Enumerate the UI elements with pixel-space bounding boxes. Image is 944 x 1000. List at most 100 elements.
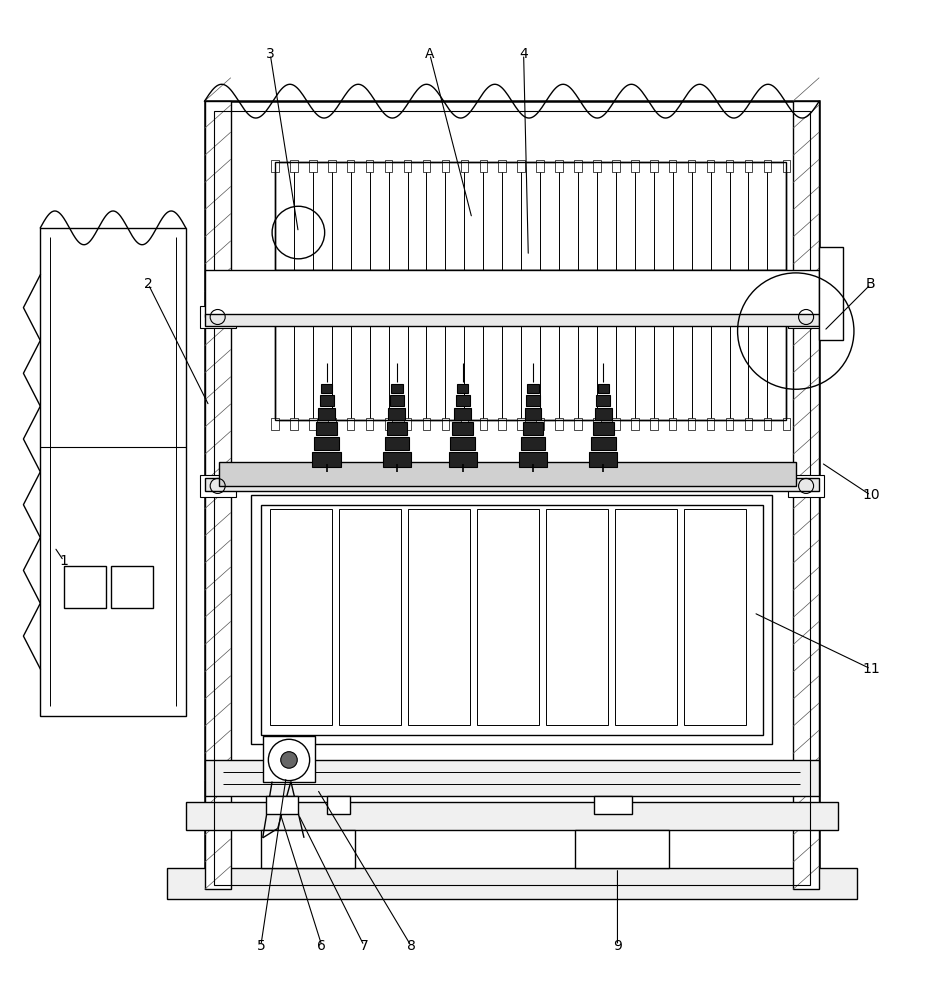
Bar [574, 418, 582, 430]
Bar [726, 418, 733, 430]
Bar [312, 452, 341, 467]
Bar [819, 247, 843, 340]
Bar [319, 395, 333, 406]
Bar [64, 566, 106, 608]
Bar [788, 475, 824, 497]
Bar [526, 395, 540, 406]
Bar [262, 736, 315, 782]
Bar [328, 160, 335, 172]
Bar [186, 802, 838, 830]
Bar [309, 160, 316, 172]
Bar [669, 418, 677, 430]
Bar [632, 418, 638, 430]
Text: 8: 8 [407, 939, 415, 953]
Text: 3: 3 [266, 47, 275, 61]
Bar [783, 418, 790, 430]
Bar [409, 509, 470, 725]
Bar [214, 111, 810, 885]
Bar [707, 418, 715, 430]
Bar [461, 160, 468, 172]
Bar [528, 384, 539, 393]
Bar [478, 509, 539, 725]
Bar [597, 395, 611, 406]
Bar [650, 418, 658, 430]
Bar [385, 160, 393, 172]
Bar [205, 101, 819, 894]
Bar [390, 395, 404, 406]
Bar [251, 495, 772, 744]
Bar [612, 160, 619, 172]
Text: 7: 7 [360, 939, 368, 953]
Bar [454, 408, 471, 420]
Bar [615, 509, 677, 725]
Bar [593, 418, 600, 430]
Bar [383, 452, 411, 467]
Bar [205, 760, 819, 796]
Bar [219, 462, 796, 486]
Bar [309, 418, 316, 430]
Bar [536, 418, 544, 430]
Bar [498, 418, 506, 430]
Text: 2: 2 [143, 277, 153, 291]
Bar [290, 418, 297, 430]
Bar [314, 437, 339, 450]
Text: 5: 5 [257, 939, 265, 953]
Bar [612, 418, 619, 430]
Bar [404, 160, 412, 172]
Bar [448, 452, 477, 467]
Text: 6: 6 [317, 939, 327, 953]
Bar [404, 418, 412, 430]
Text: 11: 11 [862, 662, 880, 676]
Bar [261, 830, 355, 868]
Bar [688, 418, 696, 430]
Bar [270, 509, 331, 725]
Bar [328, 418, 335, 430]
Bar [389, 408, 405, 420]
Bar [385, 437, 409, 450]
Bar [595, 408, 612, 420]
Bar [461, 418, 468, 430]
Bar [167, 868, 857, 899]
Bar [41, 228, 186, 716]
Bar [525, 408, 542, 420]
Bar [788, 306, 824, 328]
Bar [764, 160, 771, 172]
Bar [591, 437, 615, 450]
Text: 10: 10 [862, 488, 880, 502]
Bar [271, 418, 278, 430]
Bar [688, 160, 696, 172]
Bar [632, 160, 638, 172]
Bar [316, 422, 337, 435]
Bar [547, 509, 608, 725]
Bar [392, 384, 402, 393]
Bar [275, 162, 786, 270]
Bar [598, 384, 609, 393]
Bar [593, 160, 600, 172]
Bar [265, 796, 298, 814]
Text: 9: 9 [613, 939, 622, 953]
Bar [793, 101, 819, 889]
Bar [366, 418, 374, 430]
Bar [456, 395, 470, 406]
Bar [480, 160, 487, 172]
Bar [480, 418, 487, 430]
Bar [205, 101, 231, 889]
Bar [726, 160, 733, 172]
Circle shape [280, 752, 297, 768]
Bar [275, 317, 786, 420]
Bar [498, 160, 506, 172]
Bar [517, 160, 525, 172]
Bar [442, 418, 449, 430]
Text: A: A [425, 47, 434, 61]
Bar [442, 160, 449, 172]
Bar [200, 475, 235, 497]
Bar [669, 160, 677, 172]
Bar [745, 160, 752, 172]
Bar [327, 796, 350, 814]
Bar [519, 452, 548, 467]
Text: 1: 1 [59, 554, 68, 568]
Bar [275, 162, 786, 270]
Bar [275, 317, 786, 420]
Bar [205, 270, 819, 317]
Bar [589, 452, 617, 467]
